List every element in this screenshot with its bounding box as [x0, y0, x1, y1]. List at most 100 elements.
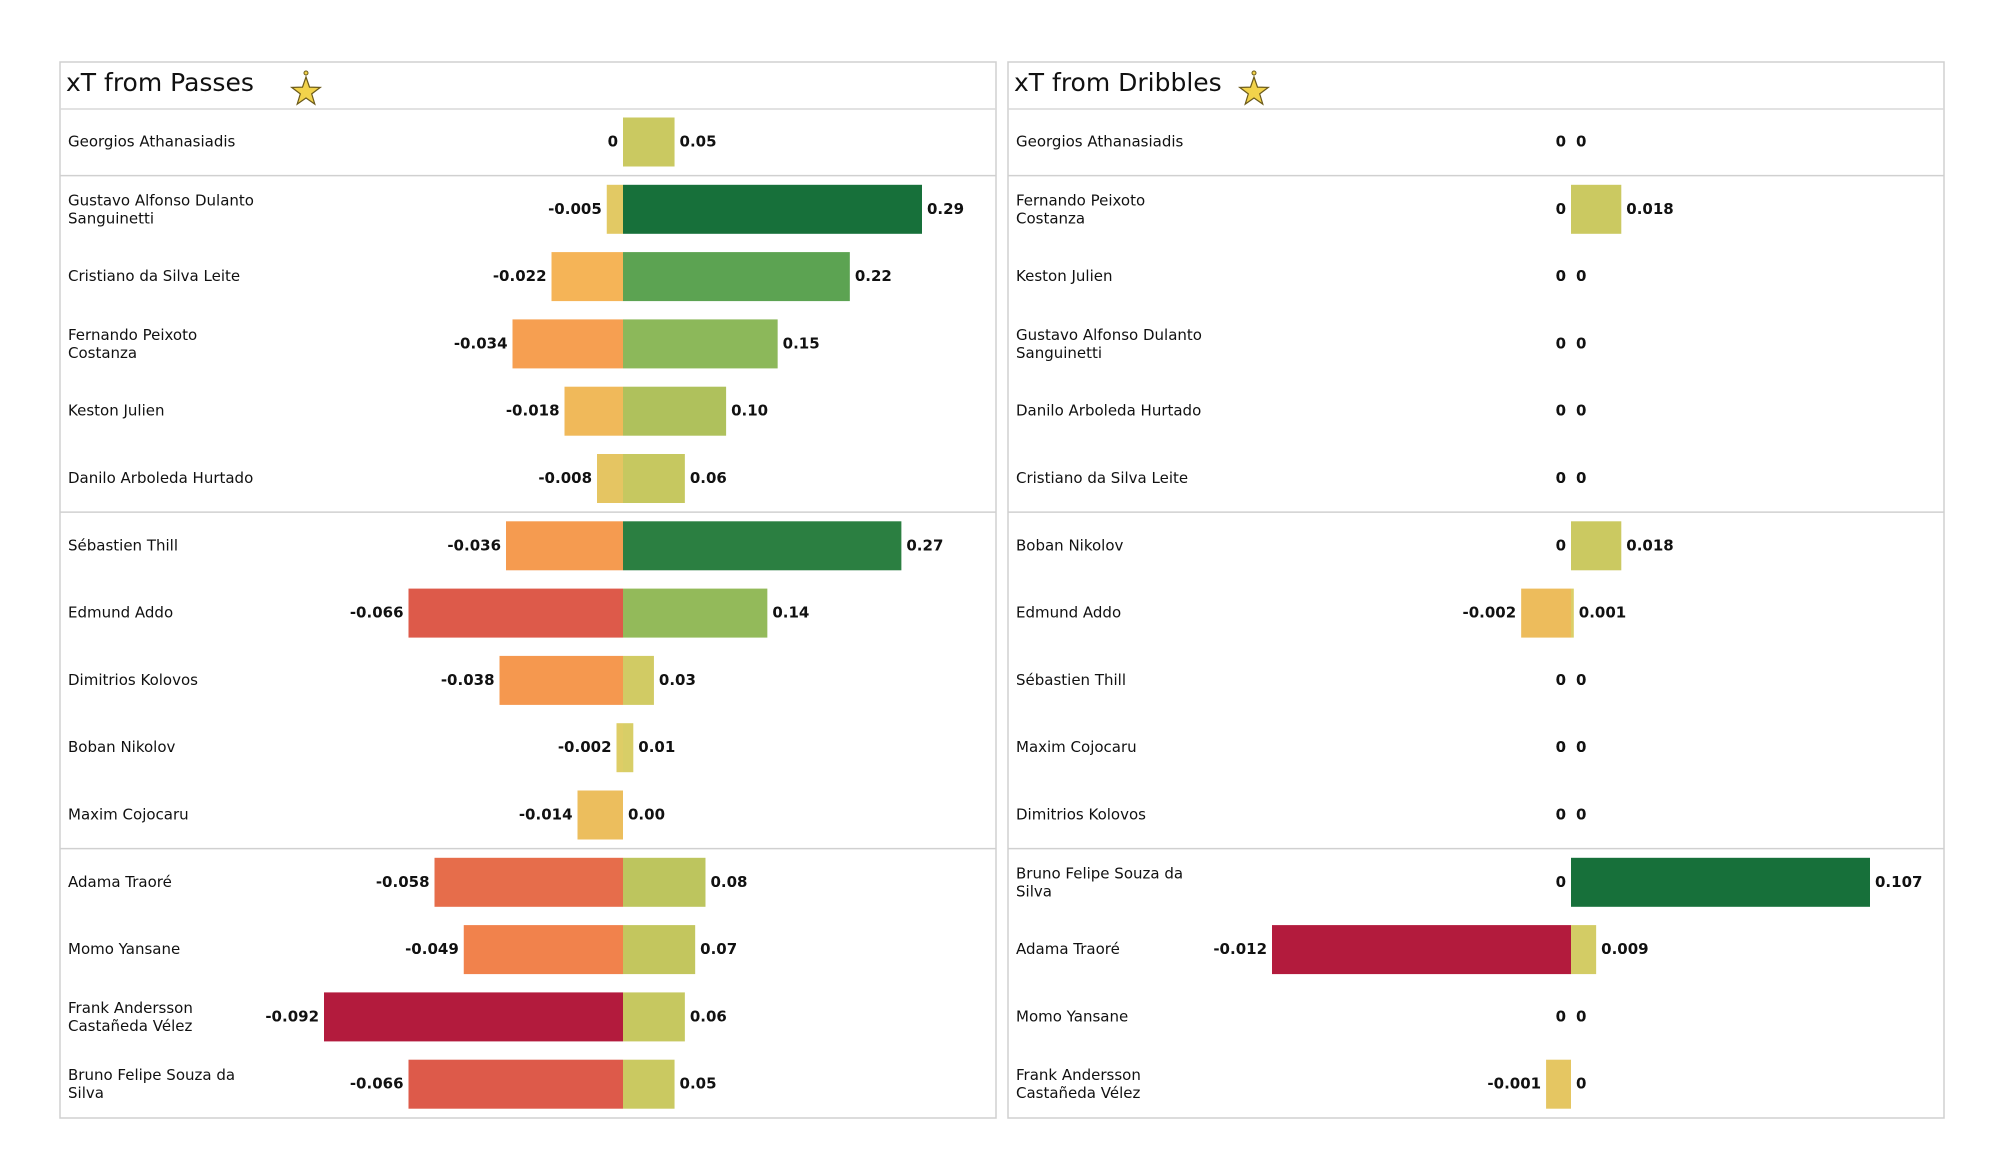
player-name: Keston Julien — [68, 402, 164, 420]
positive-value-label: 0 — [1576, 133, 1586, 151]
positive-value-label: 0.15 — [783, 334, 820, 352]
negative-value-label: 0 — [1556, 738, 1566, 756]
positive-bar — [623, 521, 902, 571]
positive-bar — [623, 925, 696, 975]
player-name: Cristiano da Silva Leite — [1016, 469, 1188, 487]
positive-value-label: 0 — [1576, 1007, 1586, 1025]
positive-value-label: 0.08 — [710, 873, 747, 891]
negative-value-label: -0.034 — [454, 334, 508, 352]
negative-value-label: 0 — [1556, 1007, 1566, 1025]
negative-value-label: -0.012 — [1213, 940, 1267, 958]
positive-bar — [623, 319, 778, 369]
player-name: Edmund Addo — [68, 604, 173, 622]
negative-value-label: 0 — [1556, 200, 1566, 218]
positive-value-label: 0.06 — [690, 469, 727, 487]
player-name: Cristiano da Silva Leite — [68, 267, 240, 285]
player-name: Sébastien Thill — [1016, 671, 1126, 689]
negative-value-label: -0.001 — [1487, 1075, 1541, 1093]
negative-value-label: 0 — [1556, 133, 1566, 151]
negative-bar — [597, 454, 623, 503]
club-crest-dot — [303, 70, 309, 76]
positive-value-label: 0 — [1576, 806, 1586, 824]
player-name: Frank Andersson Castañeda Vélez — [1016, 1066, 1146, 1102]
player-name: Danilo Arboleda Hurtado — [1016, 402, 1201, 420]
negative-bar — [324, 992, 623, 1042]
positive-bar — [1571, 857, 1870, 907]
negative-bar — [1521, 588, 1571, 638]
positive-bar — [1571, 925, 1597, 975]
club-crest — [1237, 75, 1271, 106]
positive-bar — [623, 386, 727, 436]
positive-bar — [623, 252, 850, 302]
positive-bar — [623, 454, 685, 503]
player-name: Momo Yansane — [1016, 1007, 1128, 1025]
negative-bar — [434, 857, 623, 907]
negative-bar — [1272, 925, 1571, 975]
panel: xT from Passes Georgios Athanasiadis 0 0.05… — [59, 61, 997, 1119]
negative-value-label: -0.002 — [558, 738, 612, 756]
positive-value-label: 0.22 — [855, 267, 892, 285]
player-name: Adama Traoré — [1016, 940, 1120, 958]
positive-value-label: 0.107 — [1875, 873, 1922, 891]
negative-value-label: 0 — [1556, 267, 1566, 285]
negative-bar — [499, 655, 623, 705]
player-name: Fernando Peixoto Costanza — [1016, 191, 1150, 227]
positive-value-label: 0.14 — [772, 604, 809, 622]
negative-value-label: 0 — [1556, 873, 1566, 891]
negative-bar — [408, 588, 623, 638]
player-name: Fernando Peixoto Costanza — [68, 325, 202, 361]
player-name: Frank Andersson Castañeda Vélez — [68, 998, 198, 1034]
panel-frame — [1007, 61, 1945, 1119]
positive-value-label: 0 — [1576, 267, 1586, 285]
negative-value-label: -0.005 — [548, 200, 602, 218]
player-name: Boban Nikolov — [1016, 536, 1124, 554]
negative-value-label: 0 — [1556, 469, 1566, 487]
negative-value-label: 0 — [1556, 671, 1566, 689]
positive-value-label: 0.05 — [680, 133, 717, 151]
player-name: Georgios Athanasiadis — [1016, 133, 1184, 151]
positive-bar — [1571, 184, 1622, 234]
negative-bar — [512, 319, 623, 369]
player-name: Bruno Felipe Souza da Silva — [1016, 864, 1188, 900]
negative-value-label: -0.014 — [519, 806, 573, 824]
negative-bar — [551, 252, 623, 302]
negative-value-label: 0 — [1556, 806, 1566, 824]
player-name: Dimitrios Kolovos — [68, 671, 198, 689]
player-name: Bruno Felipe Souza da Silva — [68, 1066, 240, 1102]
player-name: Momo Yansane — [68, 940, 180, 958]
negative-bar — [606, 184, 623, 234]
positive-value-label: 0.018 — [1626, 200, 1673, 218]
panel-title: xT from Passes — [66, 68, 254, 97]
player-name: Danilo Arboleda Hurtado — [68, 469, 253, 487]
positive-value-label: 0 — [1576, 334, 1586, 352]
negative-value-label: -0.049 — [405, 940, 459, 958]
player-name: Boban Nikolov — [68, 738, 176, 756]
positive-value-label: 0.07 — [700, 940, 737, 958]
player-name: Edmund Addo — [1016, 604, 1121, 622]
player-name: Adama Traoré — [68, 873, 172, 891]
negative-value-label: -0.018 — [506, 402, 560, 420]
negative-bar — [463, 925, 623, 975]
negative-value-label: -0.038 — [441, 671, 495, 689]
positive-value-label: 0.001 — [1579, 604, 1626, 622]
player-name: Georgios Athanasiadis — [68, 133, 236, 151]
positive-bar — [623, 655, 654, 705]
negative-value-label: 0 — [1556, 536, 1566, 554]
player-name: Gustavo Alfonso Dulanto Sanguinetti — [1016, 325, 1207, 361]
positive-bar — [623, 723, 634, 773]
positive-bar — [623, 184, 922, 234]
negative-value-label: 0 — [608, 133, 618, 151]
positive-value-label: 0 — [1576, 738, 1586, 756]
panel-title: xT from Dribbles — [1014, 68, 1222, 97]
negative-value-label: -0.036 — [447, 536, 501, 554]
positive-bar — [623, 117, 675, 167]
positive-value-label: 0.29 — [927, 200, 964, 218]
negative-value-label: -0.022 — [493, 267, 547, 285]
negative-value-label: -0.092 — [265, 1007, 319, 1025]
negative-value-label: -0.066 — [350, 604, 404, 622]
positive-value-label: 0.03 — [659, 671, 696, 689]
club-crest-dot — [1251, 70, 1257, 76]
player-name: Keston Julien — [1016, 267, 1112, 285]
negative-bar — [616, 723, 623, 773]
